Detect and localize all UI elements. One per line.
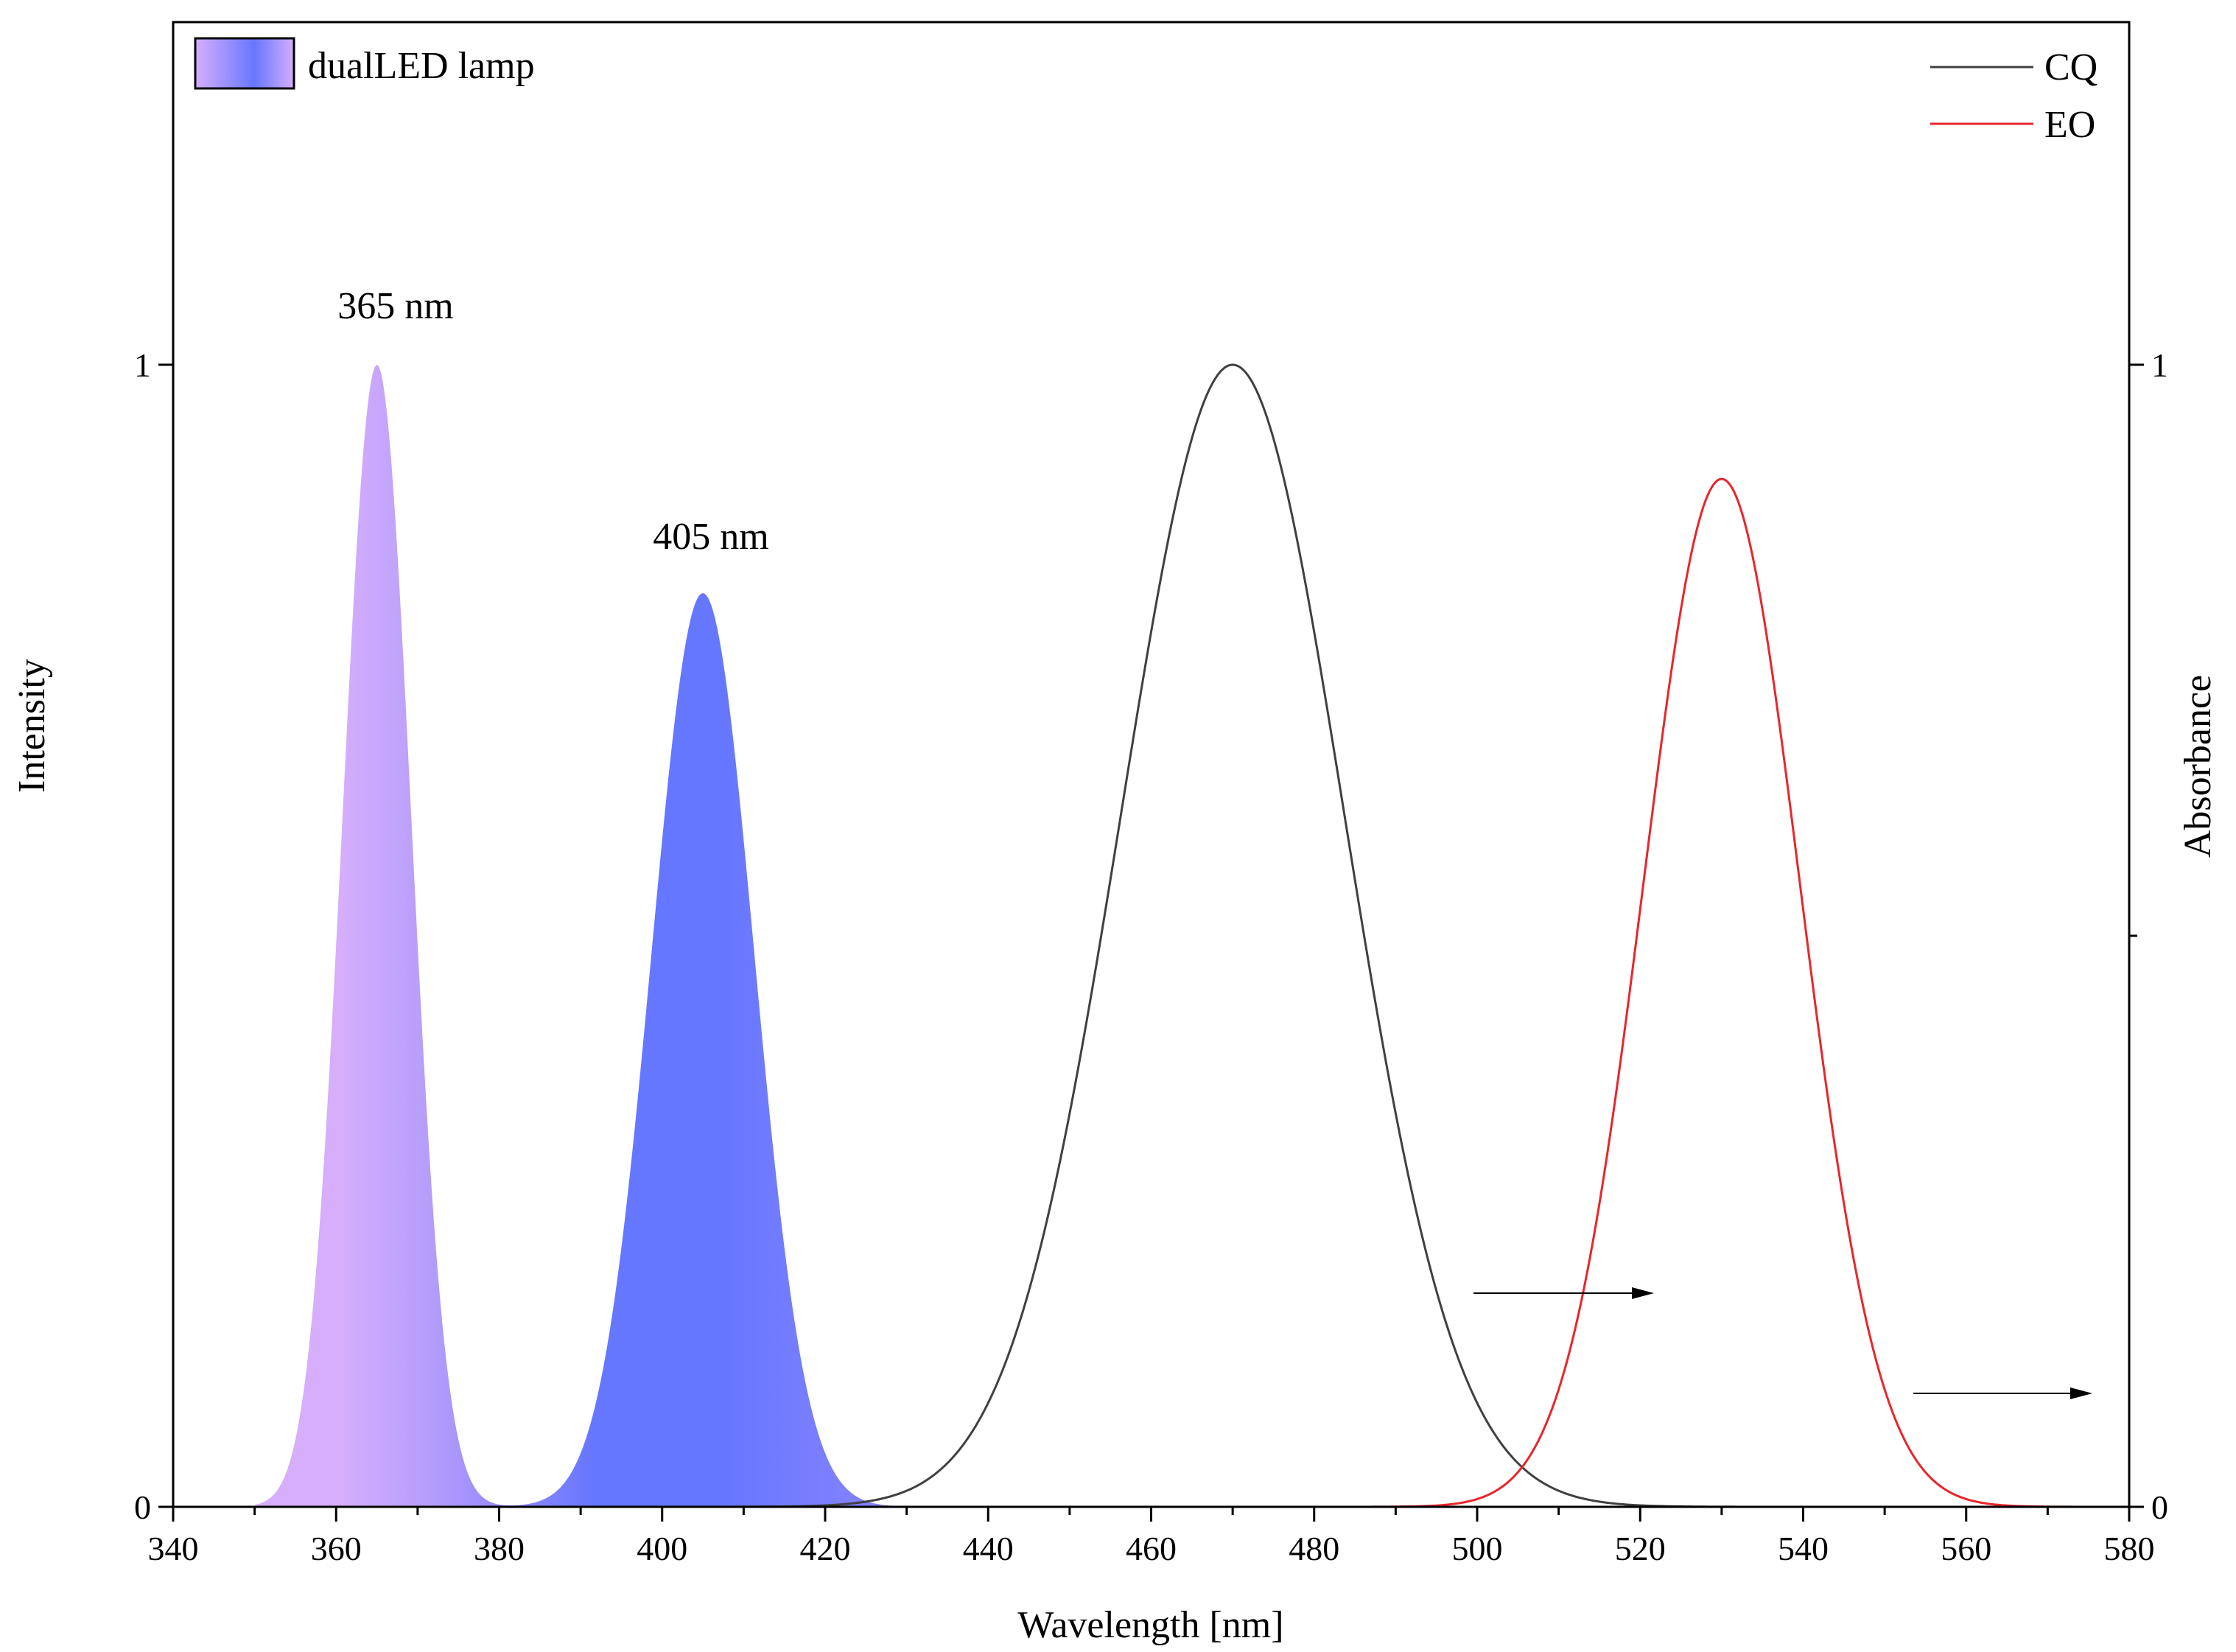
y-right-tick-label-1: 1 bbox=[2151, 346, 2168, 384]
x-tick-label-580: 580 bbox=[2104, 1530, 2155, 1567]
y-left-tick-label-1: 1 bbox=[134, 346, 151, 384]
series-dualled-area bbox=[254, 365, 907, 1507]
legend-dualled: dualLED lamp bbox=[194, 37, 535, 90]
arrow-right-2 bbox=[1913, 1387, 2092, 1399]
x-tick-label-540: 540 bbox=[1778, 1530, 1829, 1567]
legend-cq-label: CQ bbox=[2044, 46, 2097, 88]
legend-cq: CQ bbox=[1930, 46, 2097, 88]
y-axis-left-title: Intensity bbox=[11, 659, 53, 793]
x-tick-label-340: 340 bbox=[148, 1530, 199, 1567]
legend-eo: EO bbox=[1930, 104, 2095, 146]
legend-dualled-swatch bbox=[194, 37, 295, 90]
legend-eo-label: EO bbox=[2044, 104, 2095, 146]
x-tick-label-560: 560 bbox=[1941, 1530, 1991, 1567]
series-cq-line bbox=[173, 363, 2129, 1508]
arrow-right-1 bbox=[1473, 1287, 1654, 1299]
x-tick-label-440: 440 bbox=[963, 1530, 1014, 1567]
ticks-layer: 340 360 380 400 420 440 460 480 500 520 540 560 580 0… bbox=[134, 346, 2168, 1567]
y-axis-right-title: Absorbance bbox=[2177, 675, 2219, 858]
plot-frame bbox=[172, 21, 2131, 1508]
x-tick-label-380: 380 bbox=[474, 1530, 525, 1567]
y-left-tick-label-0: 0 bbox=[134, 1488, 151, 1526]
annotation-365nm: 365 nm bbox=[337, 285, 453, 327]
x-tick-label-460: 460 bbox=[1126, 1530, 1177, 1567]
legend-dualled-label: dualLED lamp bbox=[308, 45, 535, 87]
y-right-tick-label-0: 0 bbox=[2151, 1488, 2168, 1526]
x-tick-label-520: 520 bbox=[1615, 1530, 1666, 1567]
annotation-405nm: 405 nm bbox=[653, 516, 768, 558]
x-tick-label-500: 500 bbox=[1452, 1530, 1503, 1567]
x-tick-label-360: 360 bbox=[311, 1530, 362, 1567]
x-axis-title: Wavelength [nm] bbox=[1017, 1604, 1283, 1646]
series-layer bbox=[173, 363, 2129, 1508]
x-tick-label-420: 420 bbox=[800, 1530, 851, 1567]
x-tick-label-400: 400 bbox=[637, 1530, 687, 1567]
x-tick-label-480: 480 bbox=[1289, 1530, 1339, 1567]
